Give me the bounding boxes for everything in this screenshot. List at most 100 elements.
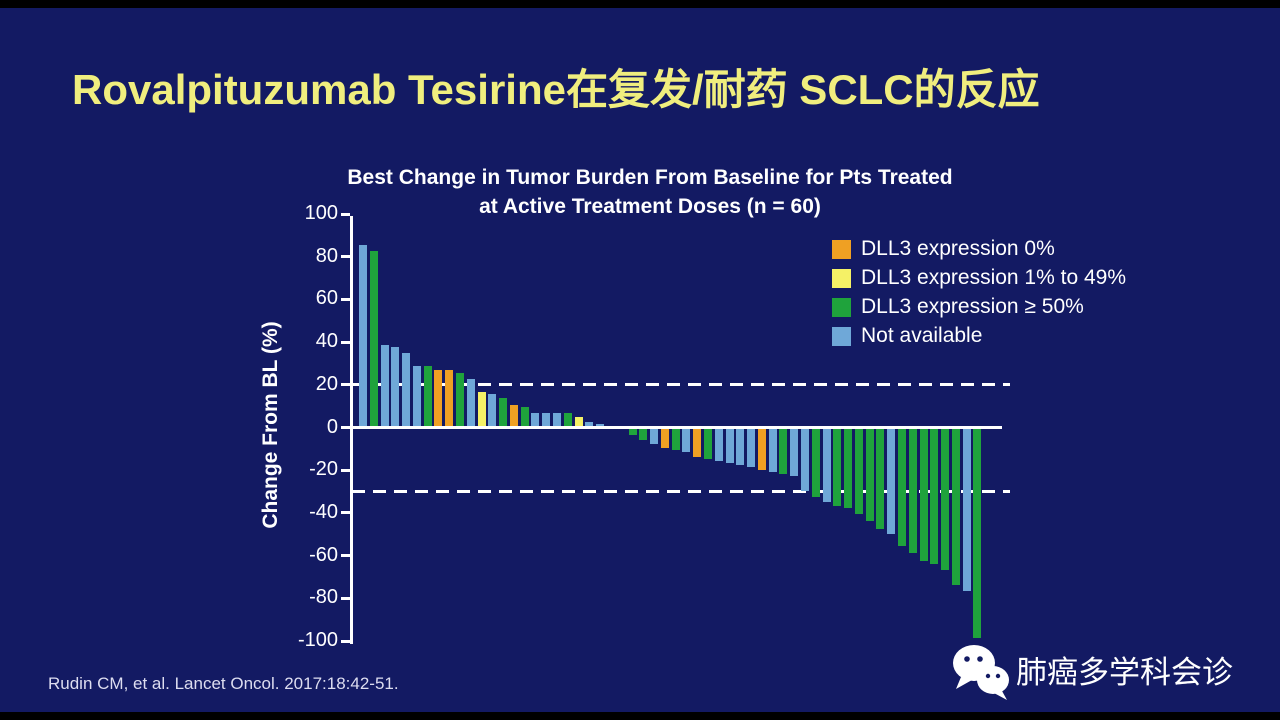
waterfall-bar [822, 429, 831, 502]
y-axis-tick [341, 212, 350, 216]
y-axis-tick [341, 596, 350, 600]
chart-title: Best Change in Tumor Burden From Baselin… [280, 164, 1020, 222]
y-axis-tick-label: -100 [297, 629, 338, 651]
waterfall-bar [757, 429, 766, 470]
waterfall-bar [553, 413, 562, 426]
y-axis-tick-label: -60 [309, 543, 338, 566]
waterfall-bar [445, 370, 454, 426]
legend-label: DLL3 expression ≥ 50% [861, 295, 1084, 318]
y-axis-tick [341, 340, 350, 344]
waterfall-bar [369, 250, 378, 426]
y-axis-tick-label: 0 [326, 415, 338, 438]
legend-swatch-icon [832, 239, 851, 259]
y-axis-tick [341, 383, 350, 387]
chart-title-line1: Best Change in Tumor Burden From Baselin… [347, 166, 953, 189]
bottom-border-strip [0, 712, 1280, 720]
waterfall-bar [876, 429, 885, 530]
waterfall-bar [509, 404, 518, 426]
waterfall-bar [456, 372, 465, 426]
waterfall-bar [714, 429, 723, 462]
waterfall-bar [768, 429, 777, 472]
waterfall-bar [833, 429, 842, 506]
y-axis-tick-label: 80 [315, 244, 338, 267]
y-axis-tick-label: -80 [309, 586, 338, 609]
waterfall-bar [779, 429, 788, 474]
waterfall-bar [930, 429, 939, 564]
y-axis-tick [341, 468, 350, 472]
y-axis-tick [341, 554, 350, 558]
waterfall-bar [402, 353, 411, 426]
waterfall-bar [693, 429, 702, 457]
waterfall-bar [800, 429, 809, 491]
y-axis-label: Change From BL (%) [259, 321, 282, 529]
legend-label: Not available [861, 324, 983, 347]
plot-area: 100 80 60 40 20 0 -20 -40 -60 -80 -100 [298, 202, 1012, 651]
chart-legend: DLL3 expression 0% DLL3 expression 1% to … [832, 237, 1126, 354]
waterfall-bar [660, 429, 669, 449]
slide-title: Rovalpituzumab Tesirine在复发/耐药 SCLC的反应 [72, 66, 1040, 113]
y-axis-tick [341, 511, 350, 515]
waterfall-bar [531, 413, 540, 426]
y-axis-tick-label: 60 [315, 287, 338, 310]
legend-swatch-icon [832, 326, 851, 346]
legend-swatch-icon [832, 268, 851, 288]
waterfall-bar [359, 244, 367, 426]
y-axis-tick-label: 40 [315, 330, 338, 353]
legend-row: DLL3 expression 1% to 49% [832, 266, 1126, 289]
wechat-badge: 肺癌多学科会诊 [950, 636, 1233, 702]
waterfall-bar [951, 429, 960, 585]
waterfall-bar [898, 429, 906, 547]
waterfall-bar [844, 429, 853, 508]
waterfall-bar [477, 391, 486, 426]
y-axis-line [350, 216, 353, 644]
waterfall-bar [412, 366, 421, 426]
y-axis-tick-label: -40 [309, 500, 338, 523]
waterfall-bar [596, 423, 605, 426]
waterfall-bar [682, 429, 691, 453]
y-axis-tick [341, 255, 350, 259]
legend-row: Not available [832, 324, 1126, 347]
waterfall-bar [542, 413, 551, 426]
y-axis-tick-label: 20 [315, 372, 338, 395]
waterfall-bar [423, 366, 432, 426]
y-axis-tick [341, 426, 350, 429]
top-border-strip [0, 0, 1280, 8]
waterfall-bar [962, 429, 971, 592]
zero-baseline [350, 426, 1002, 429]
waterfall-bar [887, 429, 896, 534]
waterfall-bar [854, 429, 863, 515]
y-axis-tick-label: -20 [309, 458, 338, 481]
waterfall-bar [563, 413, 572, 426]
waterfall-bar [466, 379, 475, 426]
waterfall-bar [973, 429, 982, 639]
legend-label: DLL3 expression 1% to 49% [861, 266, 1126, 289]
legend-row: DLL3 expression 0% [832, 237, 1126, 260]
waterfall-bar [736, 429, 745, 466]
waterfall-bar [790, 429, 799, 476]
waterfall-bar [574, 417, 583, 426]
legend-row: DLL3 expression ≥ 50% [832, 295, 1126, 318]
waterfall-bar [628, 429, 637, 436]
reference-line--30 [352, 490, 1010, 494]
legend-label: DLL3 expression 0% [861, 237, 1055, 260]
waterfall-bar [811, 429, 820, 498]
wechat-account-name: 肺癌多学科会诊 [1016, 654, 1233, 690]
chart-title-line2: at Active Treatment Doses (n = 60) [479, 194, 821, 218]
waterfall-bar [941, 429, 950, 570]
waterfall-bar [499, 398, 508, 426]
y-axis-tick-label: 100 [304, 202, 338, 224]
waterfall-bar [434, 370, 443, 426]
waterfall-bar [919, 429, 928, 562]
reference-line-20 [352, 383, 1010, 387]
waterfall-bar [391, 347, 400, 426]
waterfall-bar [650, 429, 659, 444]
legend-swatch-icon [832, 297, 851, 317]
citation-text: Rudin CM, et al. Lancet Oncol. 2017:18:4… [48, 674, 399, 693]
waterfall-bar [747, 429, 756, 468]
waterfall-bar [703, 429, 712, 459]
waterfall-bar [488, 393, 497, 426]
waterfall-bar [639, 429, 648, 440]
waterfall-bar [908, 429, 917, 553]
waterfall-bar [725, 429, 734, 464]
waterfall-bar [380, 344, 389, 426]
